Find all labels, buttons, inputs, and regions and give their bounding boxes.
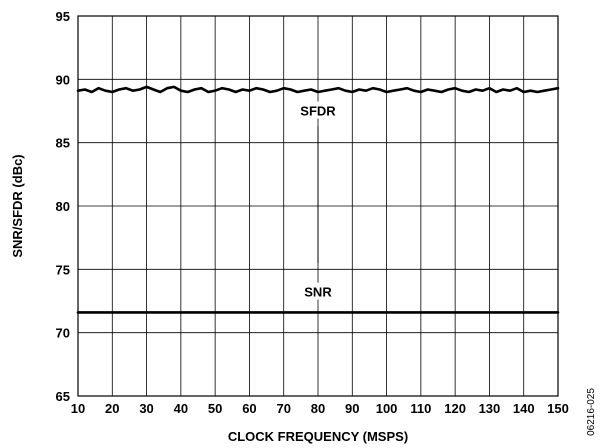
series-group xyxy=(76,85,560,314)
x-axis-label: CLOCK FREQUENCY (MSPS) xyxy=(228,429,408,444)
figure-id: 06216-025 xyxy=(586,388,597,436)
series-label-snr: SNR xyxy=(304,285,332,300)
x-tick-label: 120 xyxy=(444,401,466,416)
x-tick-label: 140 xyxy=(513,401,535,416)
annotations: SFDR SNR xyxy=(296,101,340,300)
x-tick-label: 150 xyxy=(547,401,569,416)
x-tick-label: 30 xyxy=(139,401,153,416)
x-tick-label: 20 xyxy=(105,401,119,416)
x-tick-label: 80 xyxy=(311,401,325,416)
x-tick-labels: 10 20 30 40 50 60 70 80 90 100 110 120 130 140 150 xyxy=(71,401,569,416)
x-tick-label: 70 xyxy=(276,401,290,416)
y-tick-label: 80 xyxy=(56,199,70,214)
x-tick-label: 60 xyxy=(242,401,256,416)
y-tick-label: 90 xyxy=(56,72,70,87)
x-tick-label: 40 xyxy=(174,401,188,416)
annotation-background-snr xyxy=(300,282,336,300)
plot-frame xyxy=(77,15,559,397)
series-label-sfdr: SFDR xyxy=(300,104,336,119)
x-tick-label: 110 xyxy=(410,401,431,416)
y-tick-label: 65 xyxy=(56,389,70,404)
y-tick-labels: 65 70 75 80 85 90 95 xyxy=(56,9,70,404)
y-tick-label: 85 xyxy=(56,136,70,151)
series-line-sfdr xyxy=(76,85,560,94)
y-axis-label: SNR/SFDR (dBc) xyxy=(10,154,25,257)
x-tick-label: 130 xyxy=(479,401,501,416)
x-tick-label: 100 xyxy=(376,401,398,416)
annotation-background-sfdr xyxy=(296,101,340,119)
y-tick-label: 95 xyxy=(56,9,70,24)
x-tick-label: 10 xyxy=(71,401,85,416)
y-tick-label: 75 xyxy=(56,262,70,277)
x-tick-label: 50 xyxy=(208,401,222,416)
y-tick-label: 70 xyxy=(56,326,70,341)
x-tick-label: 90 xyxy=(345,401,359,416)
